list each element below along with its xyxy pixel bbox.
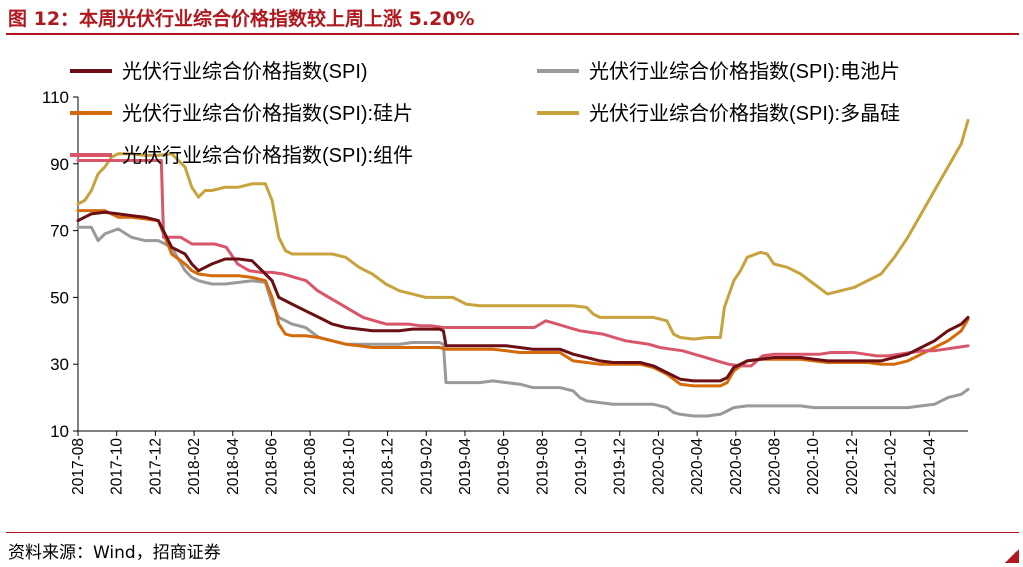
- x-tick-label: 2017-12: [147, 438, 164, 495]
- x-tick-label: 2018-04: [225, 438, 242, 495]
- series-line-2: [76, 209, 970, 388]
- x-tick-label: 2021-02: [883, 438, 900, 495]
- chart-axes: [73, 96, 968, 436]
- x-tick-label: 2019-12: [612, 438, 629, 495]
- x-tick-label: 2020-08: [767, 438, 784, 495]
- y-tick-label: 30: [50, 355, 69, 374]
- x-tick-label: 2018-08: [302, 438, 319, 495]
- x-tick-label: 2021-04: [921, 438, 938, 495]
- y-axis-tick-labels: 10 30 50 70 90 110: [42, 88, 69, 441]
- x-tick-label: 2019-02: [418, 438, 435, 495]
- legend-label-1: 光伏行业综合价格指数(SPI):电池片: [589, 60, 900, 83]
- x-tick-label: 2017-10: [109, 438, 126, 495]
- footer-rule: [6, 532, 1019, 533]
- legend-label-2: 光伏行业综合价格指数(SPI):硅片: [122, 102, 413, 125]
- y-tick-label: 50: [50, 288, 69, 307]
- x-tick-label: 2020-02: [650, 438, 667, 495]
- x-tick-label: 2018-10: [341, 438, 358, 495]
- x-tick-label: 2018-12: [380, 438, 397, 495]
- x-tick-label: 2019-10: [573, 438, 590, 495]
- series-lines: [76, 118, 970, 418]
- x-tick-label: 2018-02: [186, 438, 203, 495]
- x-tick-label: 2020-06: [728, 438, 745, 495]
- series-line-4: [76, 159, 970, 368]
- series-line-3: [76, 118, 970, 341]
- legend-label-0: 光伏行业综合价格指数(SPI): [122, 60, 368, 83]
- legend-label-3: 光伏行业综合价格指数(SPI):多晶硅: [589, 102, 900, 125]
- x-tick-label: 2020-10: [805, 438, 822, 495]
- x-tick-label: 2019-06: [496, 438, 513, 495]
- legend-label-4: 光伏行业综合价格指数(SPI):组件: [122, 144, 413, 167]
- y-tick-label: 110: [42, 88, 69, 107]
- x-tick-label: 2020-04: [689, 438, 706, 495]
- series-line-1: [76, 225, 970, 418]
- title-rule: [6, 33, 1019, 35]
- x-tick-label: 2019-08: [534, 438, 551, 495]
- chart-title: 图 12：本周光伏行业综合价格指数较上周上涨 5.20%: [8, 8, 475, 30]
- x-axis-tick-labels: 2017-08 2017-10 2017-12 2018-02 2018-04 2018-…: [70, 438, 938, 495]
- x-tick-label: 2020-12: [844, 438, 861, 495]
- y-tick-label: 90: [50, 155, 69, 174]
- corner-mark: [1005, 549, 1019, 563]
- y-tick-label: 70: [50, 222, 69, 241]
- x-tick-label: 2019-04: [457, 438, 474, 495]
- x-tick-label: 2018-06: [263, 438, 280, 495]
- legend: 光伏行业综合价格指数(SPI) 光伏行业综合价格指数(SPI):电池片光伏行业综合…: [70, 60, 900, 167]
- source-note: 资料来源：Wind，招商证券: [8, 543, 221, 563]
- y-tick-label: 10: [50, 422, 69, 441]
- series-line-0: [76, 210, 970, 383]
- x-tick-label: 2017-08: [70, 438, 87, 495]
